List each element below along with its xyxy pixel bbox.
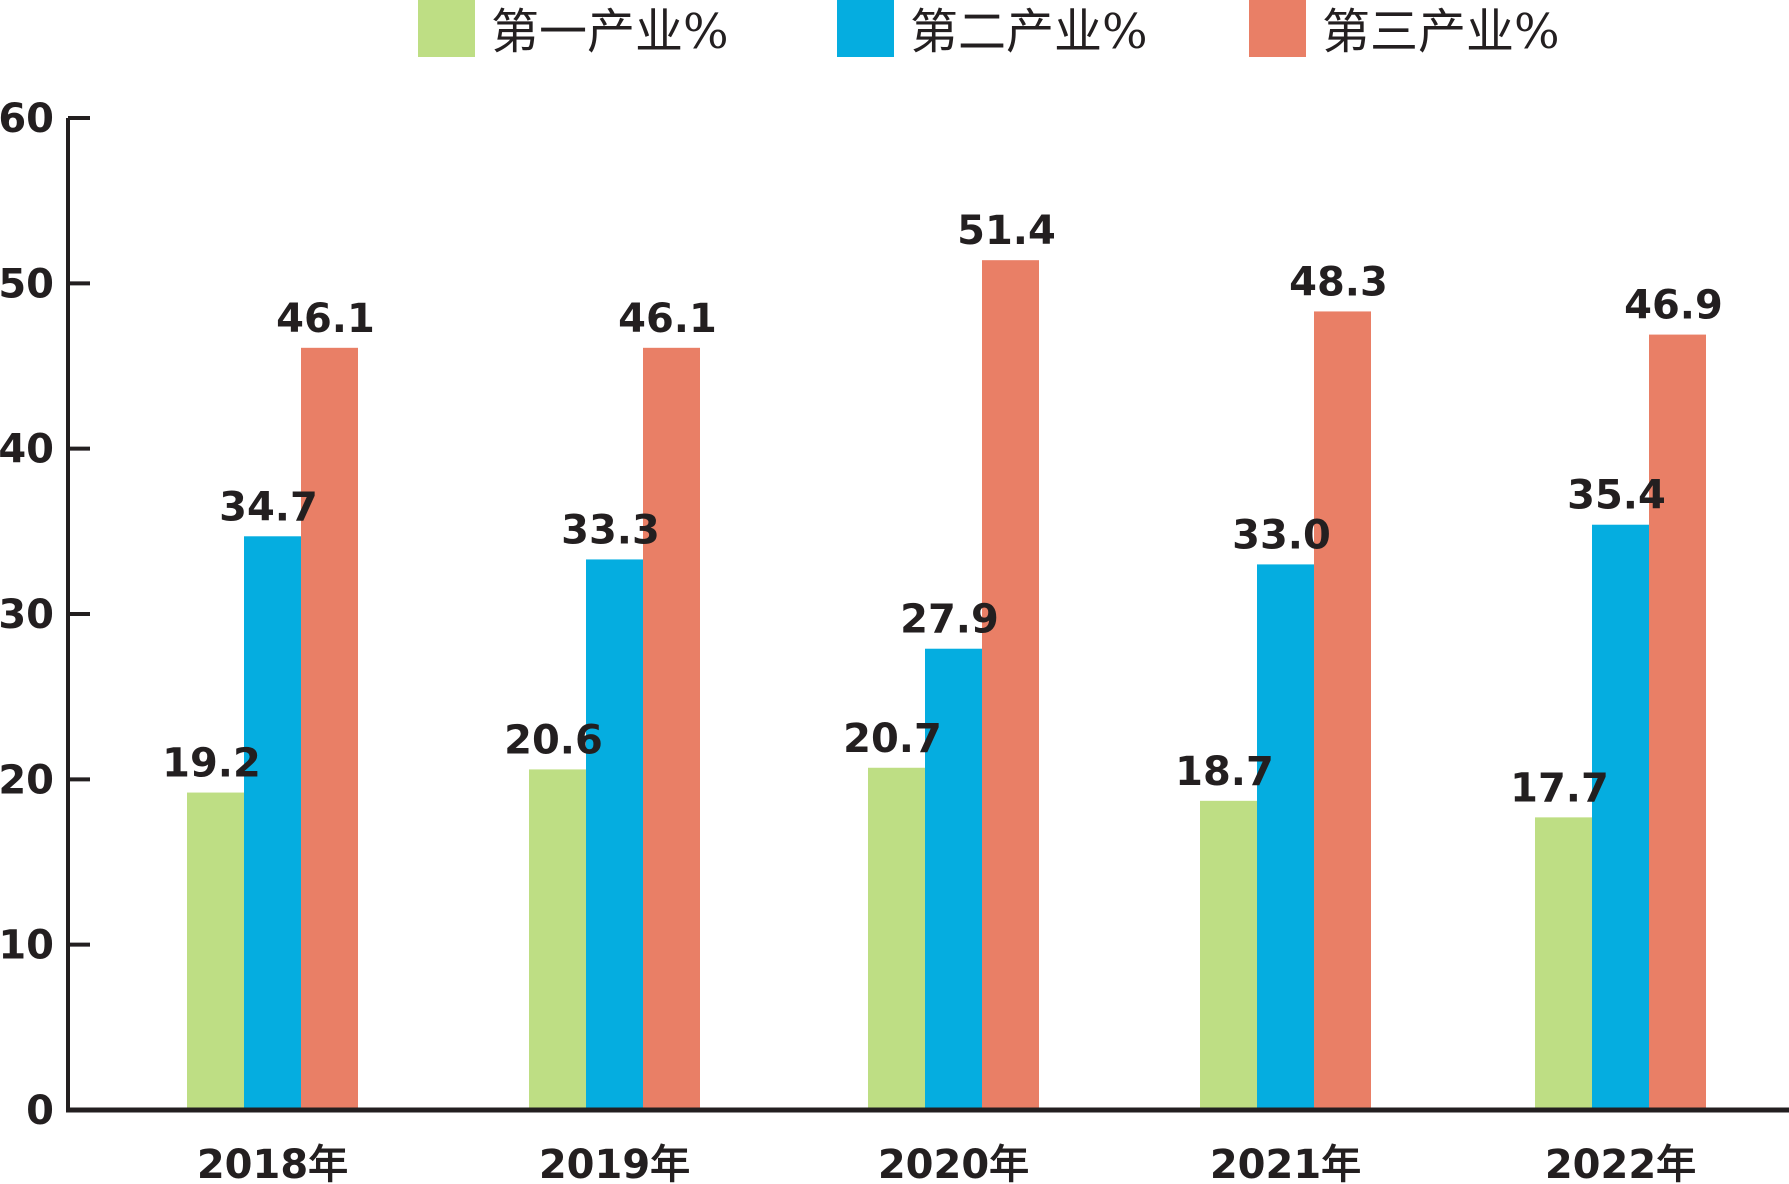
y-tick-label-50: 50 bbox=[0, 261, 54, 307]
legend-swatch-2 bbox=[837, 0, 894, 57]
data-label-2020年-series-3: 51.4 bbox=[957, 208, 1056, 254]
x-axis: 2018年 2019年 2020年 2021年 2022年 bbox=[66, 1107, 1789, 1184]
x-tick-label-2020年: 2020年 bbox=[878, 1142, 1029, 1184]
data-label-2018年-series-2: 34.7 bbox=[219, 484, 318, 530]
bar-2019年-series-3 bbox=[643, 347, 700, 1110]
y-tick-label-10: 10 bbox=[0, 923, 54, 969]
bar-2019年-series-2 bbox=[586, 559, 643, 1110]
data-label-2020年-series-1: 20.7 bbox=[843, 716, 942, 762]
bar-2021年-series-2 bbox=[1257, 564, 1314, 1110]
y-axis: 0 10 20 30 40 50 60 bbox=[0, 96, 90, 1134]
bar-2020年-series-1 bbox=[868, 767, 925, 1110]
bar-2022年-series-2 bbox=[1592, 524, 1649, 1110]
y-tick-label-0: 0 bbox=[26, 1088, 54, 1134]
data-label-2019年-series-3: 46.1 bbox=[618, 296, 717, 342]
x-tick-label-2021年: 2021年 bbox=[1210, 1142, 1361, 1184]
x-tick-label-2019年: 2019年 bbox=[539, 1142, 690, 1184]
data-label-2022年-series-1: 17.7 bbox=[1510, 765, 1609, 811]
legend-label-1: 第一产业% bbox=[491, 4, 729, 60]
legend-swatch-3 bbox=[1249, 0, 1306, 57]
legend-label-2: 第二产业% bbox=[910, 4, 1148, 60]
bar-2022年-series-3 bbox=[1649, 334, 1706, 1110]
bar-2018年-series-3 bbox=[301, 347, 358, 1110]
y-tick-label-30: 30 bbox=[0, 592, 54, 638]
legend-label-3: 第三产业% bbox=[1322, 4, 1560, 60]
bars bbox=[187, 260, 1706, 1111]
bar-2019年-series-1 bbox=[529, 769, 586, 1110]
data-label-2018年-series-1: 19.2 bbox=[162, 741, 261, 787]
data-label-2020年-series-2: 27.9 bbox=[900, 597, 999, 643]
bar-2020年-series-2 bbox=[925, 648, 982, 1110]
bar-2021年-series-1 bbox=[1200, 800, 1257, 1110]
bar-2020年-series-3 bbox=[982, 260, 1039, 1111]
data-label-2022年-series-3: 46.9 bbox=[1624, 283, 1723, 329]
data-label-2019年-series-1: 20.6 bbox=[504, 717, 603, 763]
data-label-2019年-series-2: 33.3 bbox=[561, 507, 660, 553]
bar-2021年-series-3 bbox=[1314, 311, 1371, 1110]
x-tick-label-2022年: 2022年 bbox=[1545, 1142, 1696, 1184]
data-label-2021年-series-1: 18.7 bbox=[1175, 749, 1274, 795]
legend: 第一产业% 第二产业% 第三产业% bbox=[418, 0, 1560, 60]
x-tick-label-2018年: 2018年 bbox=[197, 1142, 348, 1184]
bar-2018年-series-1 bbox=[187, 792, 244, 1110]
data-label-2022年-series-2: 35.4 bbox=[1567, 473, 1666, 519]
data-labels: 19.2 34.7 46.1 20.6 33.3 46.1 20.7 27.9 51.4 18.7… bbox=[162, 208, 1723, 811]
y-tick-label-40: 40 bbox=[0, 427, 54, 473]
data-label-2018年-series-3: 46.1 bbox=[276, 296, 375, 342]
data-label-2021年-series-2: 33.0 bbox=[1232, 512, 1331, 558]
legend-swatch-1 bbox=[418, 0, 475, 57]
data-label-2021年-series-3: 48.3 bbox=[1289, 259, 1388, 305]
bar-2022年-series-1 bbox=[1535, 817, 1592, 1110]
bar-2018年-series-2 bbox=[244, 536, 301, 1110]
y-tick-label-60: 60 bbox=[0, 96, 54, 142]
y-tick-label-20: 20 bbox=[0, 757, 54, 803]
